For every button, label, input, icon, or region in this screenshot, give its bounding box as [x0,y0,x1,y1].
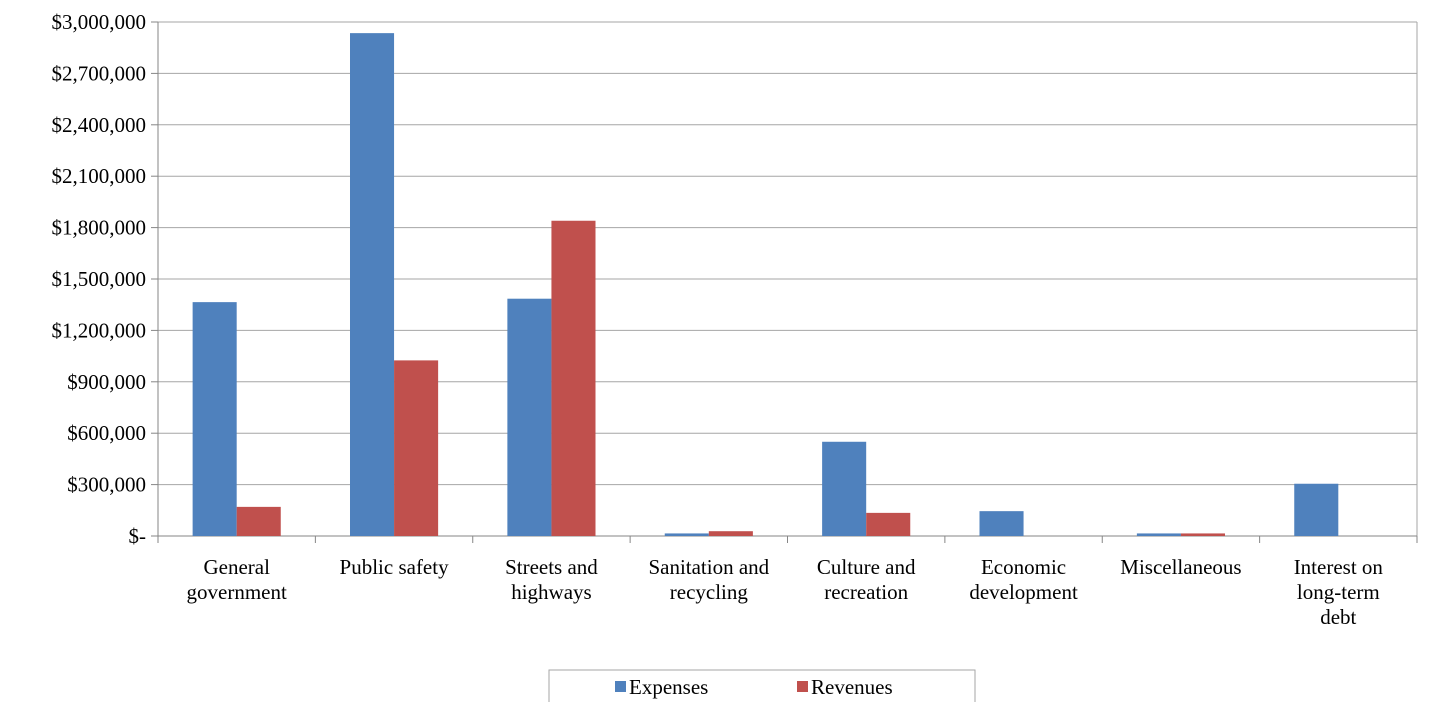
x-tick-label: Interest on [1294,555,1384,579]
y-tick-label: $1,800,000 [52,216,147,240]
y-tick-label: $600,000 [67,421,146,445]
x-tick-label: Public safety [340,555,450,579]
labels: $- $300,000 $600,000 $900,000 $1,200,000 $1,5… [52,10,1384,629]
legend: Expenses Revenues [548,669,976,702]
bar-expenses [822,441,867,536]
x-tick-label: recreation [824,580,908,604]
bar-revenues [1180,533,1226,536]
bar-expenses [664,533,709,536]
y-tick-label: $900,000 [67,370,146,394]
x-tick-label: debt [1320,605,1356,629]
bar-expenses [507,298,552,536]
y-tick-label: $1,500,000 [52,267,147,291]
bar-expenses [1136,533,1181,536]
axes [151,21,1418,543]
x-tick-label: Economic [981,555,1066,579]
y-tick-label: $2,100,000 [52,164,147,188]
legend-label-expenses: Expenses [629,675,708,699]
x-tick-label: Streets and [505,555,598,579]
bar-revenues [394,360,439,536]
x-tick-label: highways [511,580,592,604]
legend-swatch-revenues [797,681,808,692]
y-tick-label: $300,000 [67,473,146,497]
y-tick-label: $- [129,524,147,548]
x-tick-label: recycling [670,580,749,604]
legend-swatch-expenses [615,681,626,692]
x-tick-label: long-term [1297,580,1380,604]
x-tick-label: General [203,555,270,579]
gridlines [158,21,1418,536]
y-tick-label: $1,200,000 [52,318,147,342]
x-tick-label: Miscellaneous [1120,555,1241,579]
x-tick-label: development [969,580,1078,604]
y-tick-label: $2,700,000 [52,61,147,85]
y-tick-label: $3,000,000 [52,10,147,34]
bar-revenues [551,220,596,536]
bar-expenses [349,33,395,537]
bar-revenues [708,531,753,536]
y-tick-label: $2,400,000 [52,113,147,137]
bar-expenses [192,302,237,536]
x-tick-label: government [187,580,287,604]
bar-revenues [236,506,281,536]
legend-box [548,669,976,702]
bar-revenues [866,512,911,536]
x-tick-label: Sanitation and [648,555,769,579]
bar-expenses [979,511,1024,536]
legend-label-revenues: Revenues [811,675,893,699]
bars [192,33,1339,537]
bar-expenses [1294,483,1339,536]
x-tick-label: Culture and [817,555,916,579]
